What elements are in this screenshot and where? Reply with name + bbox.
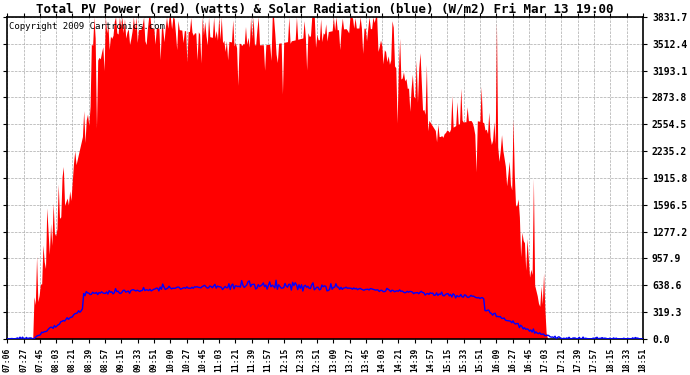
Title: Total PV Power (red) (watts) & Solar Radiation (blue) (W/m2) Fri Mar 13 19:00: Total PV Power (red) (watts) & Solar Rad… [37, 3, 614, 16]
Text: Copyright 2009 Cartronics.com: Copyright 2009 Cartronics.com [8, 22, 164, 31]
